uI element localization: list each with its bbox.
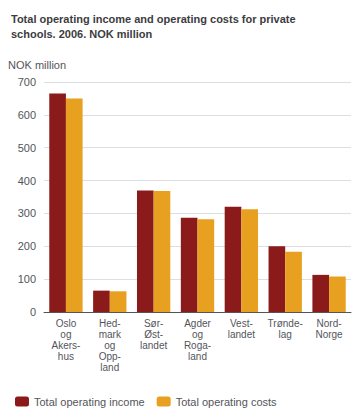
svg-text:300: 300: [18, 207, 36, 219]
svg-text:700: 700: [18, 76, 36, 88]
svg-text:Agder: Agder: [184, 318, 211, 329]
svg-text:lag: lag: [279, 329, 292, 340]
svg-text:200: 200: [18, 240, 36, 252]
svg-text:Opp-: Opp-: [99, 351, 121, 362]
svg-text:og: og: [192, 329, 203, 340]
svg-text:Trønde-: Trønde-: [268, 318, 303, 329]
svg-text:hus: hus: [58, 351, 74, 362]
svg-text:Akers-: Akers-: [51, 340, 80, 351]
svg-text:Nord-: Nord-: [317, 318, 342, 329]
svg-text:landet: landet: [140, 340, 167, 351]
svg-text:NOK million: NOK million: [8, 59, 66, 71]
svg-text:og: og: [60, 329, 71, 340]
svg-text:Roga-: Roga-: [184, 340, 211, 351]
svg-text:mark: mark: [99, 329, 122, 340]
svg-text:Sør-: Sør-: [144, 318, 163, 329]
svg-text:500: 500: [18, 142, 36, 154]
svg-text:Total operating income and ope: Total operating income and operating cos…: [11, 13, 296, 25]
svg-text:land: land: [188, 351, 207, 362]
svg-text:Total operating income: Total operating income: [34, 396, 145, 408]
svg-text:400: 400: [18, 175, 36, 187]
svg-text:Vest-: Vest-: [230, 318, 253, 329]
svg-text:Total operating costs: Total operating costs: [176, 396, 277, 408]
svg-text:Hed-: Hed-: [99, 318, 121, 329]
svg-text:0: 0: [30, 306, 36, 318]
svg-text:Øst-: Øst-: [144, 329, 163, 340]
svg-text:landet: landet: [228, 329, 255, 340]
svg-text:600: 600: [18, 109, 36, 121]
svg-text:schools. 2006. NOK million: schools. 2006. NOK million: [11, 28, 152, 40]
svg-text:Oslo: Oslo: [56, 318, 77, 329]
svg-text:100: 100: [18, 273, 36, 285]
svg-text:land: land: [100, 362, 119, 373]
svg-text:Norge: Norge: [315, 329, 343, 340]
svg-text:og: og: [104, 340, 115, 351]
